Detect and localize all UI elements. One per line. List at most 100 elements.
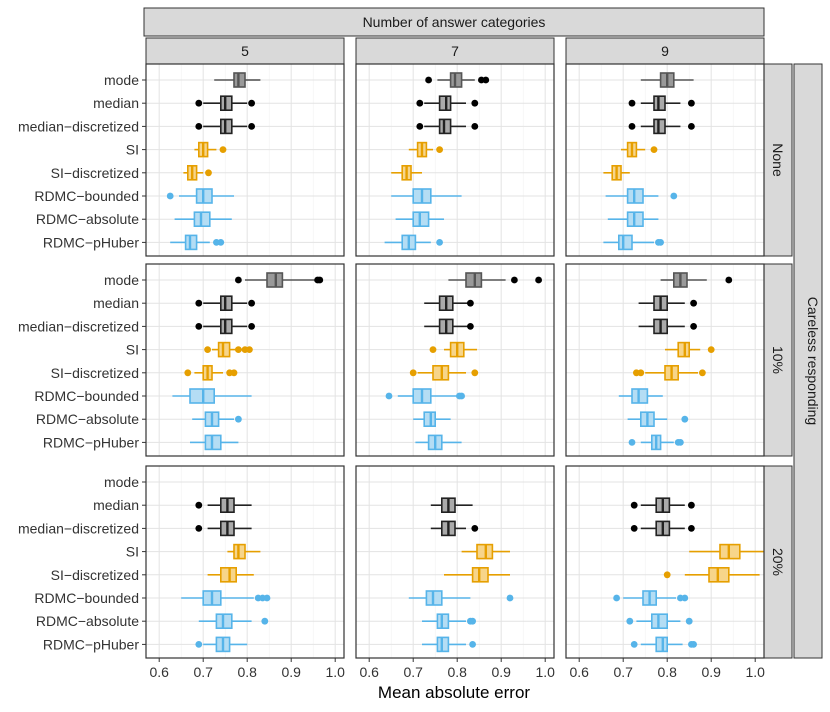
outlier-point bbox=[681, 415, 689, 423]
panel-border bbox=[355, 263, 555, 457]
outlier-point bbox=[637, 369, 645, 377]
box-5 bbox=[385, 388, 465, 404]
column-strip-title-box bbox=[143, 7, 765, 37]
box-6 bbox=[192, 411, 242, 428]
box-4 bbox=[444, 566, 510, 583]
box-0 bbox=[214, 72, 261, 88]
y-tick-label: RDMC−bounded bbox=[34, 388, 139, 404]
box-4 bbox=[603, 165, 630, 181]
outlier-point bbox=[467, 323, 474, 330]
panel-border bbox=[145, 465, 345, 659]
x-tick-label: 0.8 bbox=[237, 664, 257, 680]
outlier-point bbox=[628, 123, 636, 130]
box-0 bbox=[425, 72, 490, 88]
box-0 bbox=[235, 272, 324, 288]
outlier-point bbox=[663, 571, 671, 579]
box-4 bbox=[184, 364, 238, 381]
outlier-point bbox=[628, 99, 636, 107]
box-5 bbox=[172, 388, 252, 404]
box-4 bbox=[391, 165, 422, 181]
box-3 bbox=[429, 341, 477, 358]
outlier-point bbox=[195, 501, 203, 509]
box-6 bbox=[607, 211, 659, 227]
y-tick-label: mode bbox=[104, 272, 139, 288]
outlier-point bbox=[416, 99, 424, 107]
box-6 bbox=[626, 613, 693, 630]
y-tick-label: SI bbox=[126, 544, 139, 560]
panel-border bbox=[145, 263, 345, 457]
box-1 bbox=[416, 95, 479, 111]
outlier-point bbox=[230, 369, 238, 377]
x-tick-label: 1.0 bbox=[745, 664, 765, 680]
panel-background bbox=[566, 64, 764, 256]
column-facet-label: 5 bbox=[241, 43, 249, 59]
box-4 bbox=[207, 566, 254, 583]
panel-grid: 5 7 9 None 10% 20% mode median median−discretize… bbox=[18, 37, 793, 680]
box-1 bbox=[195, 497, 252, 514]
x-tick-label: 0.6 bbox=[569, 664, 589, 680]
outlier-point bbox=[195, 525, 203, 532]
panel-border bbox=[355, 63, 555, 257]
outlier-point bbox=[195, 123, 203, 130]
outlier-point bbox=[248, 123, 256, 130]
x-tick-label: 0.6 bbox=[359, 664, 379, 680]
box-7 bbox=[415, 434, 462, 451]
column-facet-label: 9 bbox=[661, 43, 669, 59]
y-tick-label: median bbox=[93, 95, 139, 111]
outlier-point bbox=[535, 276, 542, 284]
outlier-point bbox=[436, 239, 443, 246]
box-7 bbox=[195, 636, 248, 653]
y-tick-label: SI−discretized bbox=[51, 365, 139, 381]
outlier-point bbox=[195, 641, 203, 648]
outlier-point bbox=[506, 594, 514, 602]
box-6 bbox=[174, 211, 232, 227]
box-6 bbox=[198, 613, 269, 630]
y-tick-label: RDMC−bounded bbox=[34, 188, 139, 204]
outlier-point bbox=[690, 299, 697, 307]
y-tick-label: RDMC−pHuber bbox=[43, 636, 139, 652]
outlier-point bbox=[707, 346, 715, 353]
outlier-point bbox=[650, 146, 658, 154]
panel-background bbox=[146, 64, 344, 256]
outlier-point bbox=[688, 123, 695, 130]
box-0 bbox=[448, 272, 542, 288]
y-tick-label: median−discretized bbox=[18, 318, 139, 334]
box-0 bbox=[640, 72, 694, 88]
row-strip-title: Careless responding bbox=[805, 297, 821, 425]
x-tick-label: 0.6 bbox=[149, 664, 169, 680]
box-7 bbox=[630, 636, 697, 653]
y-tick-label: SI−discretized bbox=[51, 165, 139, 181]
box-iqr bbox=[617, 234, 633, 251]
box-1 bbox=[195, 295, 256, 312]
box-3 bbox=[689, 543, 764, 560]
y-tick-label: median bbox=[93, 497, 139, 513]
panel-border bbox=[565, 465, 765, 659]
x-tick-label: 1.0 bbox=[325, 664, 345, 680]
column-facet-label: 7 bbox=[451, 43, 459, 59]
outlier-point bbox=[195, 323, 203, 330]
outlier-point bbox=[166, 192, 174, 200]
outlier-point bbox=[217, 239, 225, 246]
panel-background bbox=[146, 466, 344, 658]
y-tick-label: RDMC−absolute bbox=[36, 211, 139, 227]
x-tick-label: 0.8 bbox=[447, 664, 467, 680]
panel-background bbox=[356, 64, 554, 256]
panel-border bbox=[565, 63, 765, 257]
outlier-point bbox=[235, 276, 242, 284]
box-4 bbox=[633, 364, 706, 381]
y-tick-label: RDMC−bounded bbox=[34, 590, 139, 606]
box-6 bbox=[395, 211, 444, 227]
y-tick-label: SI−discretized bbox=[51, 567, 139, 583]
outlier-point bbox=[205, 169, 212, 177]
outlier-point bbox=[471, 525, 479, 532]
outlier-point bbox=[482, 76, 490, 84]
x-tick-label: 0.9 bbox=[491, 664, 511, 680]
y-tick-label: RDMC−pHuber bbox=[43, 434, 139, 450]
y-tick-label: median−discretized bbox=[18, 520, 139, 536]
outlier-point bbox=[471, 99, 479, 107]
box-6 bbox=[627, 411, 689, 428]
x-tick-label: 1.0 bbox=[535, 664, 555, 680]
panel-background bbox=[356, 466, 554, 658]
box-7 bbox=[170, 234, 225, 251]
box-2 bbox=[630, 520, 695, 537]
